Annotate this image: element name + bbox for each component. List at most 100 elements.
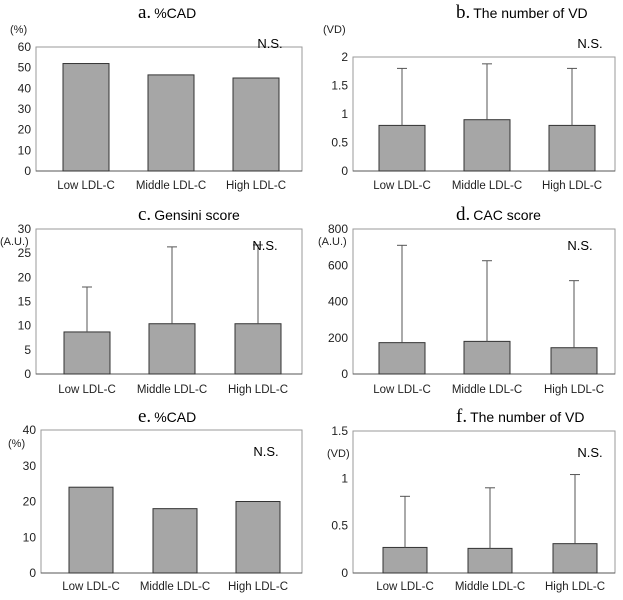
y-tick-label: 40 [18,81,32,95]
bar [235,501,281,574]
y-tick-label: 30 [18,222,32,236]
panel-title: a. %CAD [138,2,196,23]
bar [378,342,426,375]
y-tick-label: 20 [23,495,37,509]
bar [550,347,598,375]
y-tick-label: 15 [18,295,32,309]
x-category-label: Low LDL-C [373,180,431,192]
chart-panel-c: c. Gensini score (A.U.) 0 5 10 15 20 25 30 Low LDL… [0,204,303,396]
panel-title-text: Gensini score [154,207,240,223]
x-category-label: High LDL-C [545,581,605,593]
bar [548,124,596,172]
x-category-label: Middle LDL-C [140,581,210,593]
x-category-label: Low LDL-C [62,581,120,593]
ns-annotation: N.S. [252,238,277,253]
y-tick-label: 0 [341,367,348,381]
bar [378,124,426,172]
bar [234,323,282,375]
x-category-label: Middle LDL-C [452,384,522,396]
ns-annotation: N.S. [257,36,282,51]
bar [467,547,513,574]
x-category-label: Low LDL-C [376,581,434,593]
ns-annotation: N.S. [253,444,278,459]
panel-letter: f. [456,406,467,427]
bar [382,546,428,574]
x-category-label: High LDL-C [542,180,602,192]
y-tick-label: 0.5 [331,519,348,533]
y-tick-label: 10 [18,143,32,157]
bar [463,119,511,172]
y-tick-label: 0 [341,566,348,580]
x-category-label: Low LDL-C [373,384,431,396]
x-category-label: High LDL-C [226,180,286,192]
y-tick-label: 0 [24,367,31,381]
y-tick-label: 50 [18,61,32,75]
panel-title-text: The number of VD [473,5,587,21]
bar [232,77,280,172]
x-category-label: Middle LDL-C [455,581,525,593]
y-axis-unit: (A.U.) [0,236,29,248]
y-axis-unit: (VD) [327,448,350,460]
x-category-label: Low LDL-C [58,384,116,396]
y-tick-label: 400 [328,295,348,309]
y-tick-label: 2 [341,50,348,64]
y-tick-label: 0 [29,566,36,580]
bar [463,340,511,375]
x-category-label: High LDL-C [228,384,288,396]
panel-title-text: %CAD [154,5,196,21]
y-tick-label: 1.5 [331,424,348,438]
y-tick-label: 10 [23,530,37,544]
panel-letter: c. [138,204,151,225]
y-tick-label: 200 [328,331,348,345]
panel-title-text: The number of VD [470,409,584,425]
panel-letter: b. [456,2,470,23]
y-tick-label: 60 [18,40,32,54]
y-tick-label: 800 [328,222,348,236]
chart-panel-a: a. %CAD (%) 0 10 20 30 40 50 60 Low LDL-C Middle LD… [10,2,303,192]
y-tick-label: 1.5 [331,79,348,93]
y-tick-label: 20 [18,123,32,137]
y-tick-label: 0 [341,164,348,178]
bar [147,74,195,172]
panel-title: c. Gensini score [138,204,240,225]
panel-title: f. The number of VD [456,406,584,427]
chart-panel-d: d. CAC score (A.U.) 0 200 400 600 800 Low LDL-C M… [318,204,616,396]
bar [552,543,598,574]
y-tick-label: 10 [18,319,32,333]
ns-annotation: N.S. [567,238,592,253]
y-tick-label: 600 [328,258,348,272]
y-tick-label: 1 [341,107,348,121]
x-category-label: Middle LDL-C [137,384,207,396]
ns-annotation: N.S. [577,36,602,51]
y-tick-label: 30 [18,102,32,116]
panel-title-text: %CAD [154,409,196,425]
panel-letter: d. [456,204,470,225]
panel-title: e. %CAD [138,406,196,427]
panel-title-text: CAC score [473,207,541,223]
chart-panel-e: e. %CAD (%) 0 10 20 30 40 Low LDL-C Middle LDL-C H… [8,406,303,593]
panel-letter: e. [138,406,151,427]
panel-letter: a. [138,2,151,23]
y-axis-unit: (%) [8,438,25,450]
x-category-label: Middle LDL-C [136,180,206,192]
y-tick-label: 30 [23,459,37,473]
y-tick-label: 0.5 [331,136,348,150]
ns-annotation: N.S. [577,445,602,460]
y-tick-label: 40 [23,423,37,437]
y-tick-label: 1 [341,471,348,485]
bar [62,63,110,172]
panel-title: d. CAC score [456,204,541,225]
y-axis-unit: (%) [10,24,27,36]
panel-title: b. The number of VD [456,2,588,23]
y-tick-label: 25 [18,246,32,260]
bar [152,508,198,574]
bar [148,323,196,375]
y-axis-unit: (VD) [323,24,346,36]
x-category-label: High LDL-C [544,384,604,396]
x-category-label: Low LDL-C [57,180,115,192]
chart-panel-b: b. The number of VD (VD) 0 0.5 1 1.5 2 Low LDL-C… [323,2,616,192]
y-tick-label: 0 [24,164,31,178]
y-axis-unit: (A.U.) [318,236,347,248]
